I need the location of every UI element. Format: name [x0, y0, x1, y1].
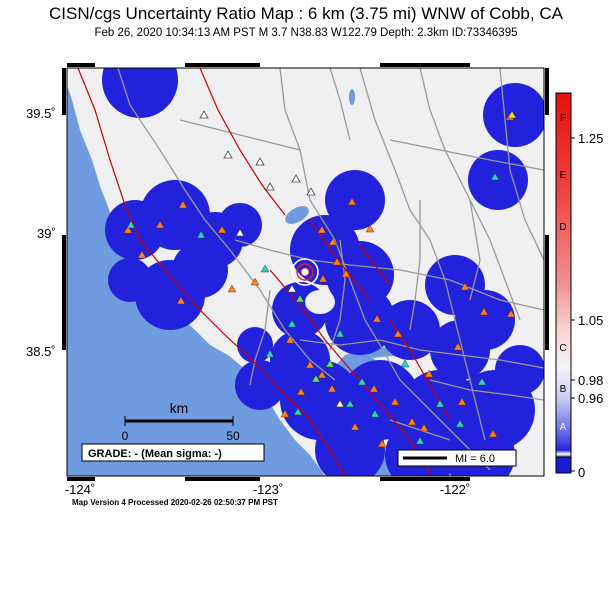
scale-tick-50: 50	[226, 429, 240, 443]
fault-lines	[77, 68, 451, 476]
blob-gap	[305, 290, 335, 314]
lon-label-122: -122˚	[440, 482, 470, 497]
grade-box: GRADE: - (Mean sigma: -)	[81, 443, 265, 462]
cb-value-2: 1.05	[578, 313, 603, 328]
clear-lake	[285, 206, 309, 224]
colorbar: F E D C B A 1.25 1.05 0.98 0.96 0	[555, 92, 603, 480]
axis-labels: 39.5˚ 39˚ 38.5˚ -124˚ -123˚ -122˚	[26, 106, 470, 497]
processing-footer: Map Version 4 Processed 2020-02-26 02:50…	[72, 498, 278, 507]
cb-letter-f: F	[560, 113, 566, 124]
cb-value-4: 0.96	[578, 391, 603, 406]
scale-tick-0: 0	[122, 429, 129, 443]
event-info: Feb 26, 2020 10:34:13 AM PST M 3.7 N38.8…	[94, 27, 518, 39]
cb-letter-e: E	[560, 170, 567, 181]
cb-value-1: 1.25	[578, 131, 603, 146]
roads	[117, 68, 544, 471]
cb-value-3: 0.98	[578, 373, 603, 388]
mi-legend: MI = 6.0	[397, 449, 517, 467]
stations-cyan	[126, 110, 517, 445]
map-title: CISN/cgs Uncertainty Ratio Map : 6 km (3…	[49, 4, 563, 23]
cb-letter-a: A	[560, 422, 567, 433]
lake-north	[349, 89, 355, 105]
lon-label-123: -123˚	[253, 482, 283, 497]
map-frame	[66, 67, 545, 477]
cb-value-5: 0	[578, 465, 585, 480]
epicenter-marker[interactable]	[287, 258, 319, 293]
scale-unit: km	[170, 400, 189, 416]
uncertainty-blobs	[102, 68, 544, 476]
stations-white	[199, 110, 345, 408]
frame-ticks	[62, 63, 549, 481]
mi-legend-text: MI = 6.0	[455, 453, 495, 465]
cb-letter-b: B	[560, 384, 567, 395]
lon-label-124: -124˚	[65, 482, 95, 497]
scale-bar: km 0 50	[122, 400, 240, 443]
grade-text: GRADE: - (Mean sigma: -)	[88, 448, 222, 460]
lat-label-39: 39˚	[37, 226, 56, 241]
lat-label-38-5: 38.5˚	[26, 344, 56, 359]
lat-label-39-5: 39.5˚	[26, 106, 56, 121]
map-area[interactable]: km 0 50 GRADE: - (Mean sigma: -) MI = 6.…	[67, 42, 547, 490]
cb-letter-d: D	[559, 222, 566, 233]
cb-letter-c: C	[559, 343, 566, 354]
